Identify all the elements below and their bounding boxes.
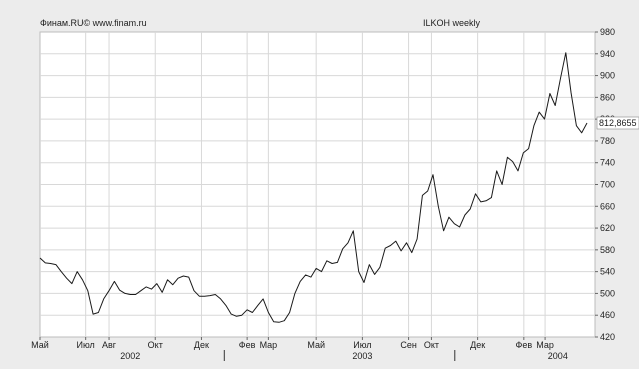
y-tick-label: 420 (600, 332, 615, 342)
x-tick-label: Сен (400, 340, 417, 350)
y-tick-label: 780 (600, 136, 615, 146)
grid (40, 32, 595, 337)
x-tick-label: Дек (194, 340, 209, 350)
y-tick-label: 660 (600, 201, 615, 211)
last-value-label: 812,8655 (599, 118, 637, 128)
x-tick-label: Мар (536, 340, 554, 350)
y-tick-label: 460 (600, 310, 615, 320)
x-tick-label: Май (307, 340, 325, 350)
x-tick-label: Фев (516, 340, 533, 350)
price-line (39, 52, 588, 323)
year-label: 2003 (352, 351, 372, 361)
y-tick-label: 940 (600, 49, 615, 59)
y-tick-label: 900 (600, 71, 615, 81)
year-label: 2004 (548, 351, 568, 361)
chart-title: ILKOH weekly (423, 18, 481, 28)
x-tick-label: Мар (260, 340, 278, 350)
y-tick-label: 860 (600, 92, 615, 102)
x-tick-label: Авг (102, 340, 117, 350)
last-value-box (596, 116, 639, 130)
y-tick-label: 500 (600, 288, 615, 298)
x-tick-label: Фев (239, 340, 256, 350)
y-tick-label: 540 (600, 267, 615, 277)
last-value-marker: 812,8655 (596, 116, 639, 130)
x-tick-label: Окт (148, 340, 163, 350)
year-label: 2002 (120, 351, 140, 361)
source-label: Финам.RU© www.finam.ru (40, 18, 147, 28)
x-tick-label: Июл (77, 340, 95, 350)
x-tick-label: Май (31, 340, 49, 350)
y-tick-label: 620 (600, 223, 615, 233)
y-tick-label: 700 (600, 180, 615, 190)
series-layer (39, 52, 588, 323)
y-axis: 4204605005405806206607007407808208609009… (595, 27, 615, 342)
x-tick-label: Окт (424, 340, 439, 350)
y-tick-label: 740 (600, 158, 615, 168)
x-axis: Май Июл Авг Окт Дек Фев Мар Май Июл Сен Окт Дек Фев М… (31, 337, 568, 361)
y-tick-label: 980 (600, 27, 615, 37)
x-tick-label: Дек (470, 340, 485, 350)
x-tick-label: Июл (353, 340, 371, 350)
y-tick-label: 580 (600, 245, 615, 255)
